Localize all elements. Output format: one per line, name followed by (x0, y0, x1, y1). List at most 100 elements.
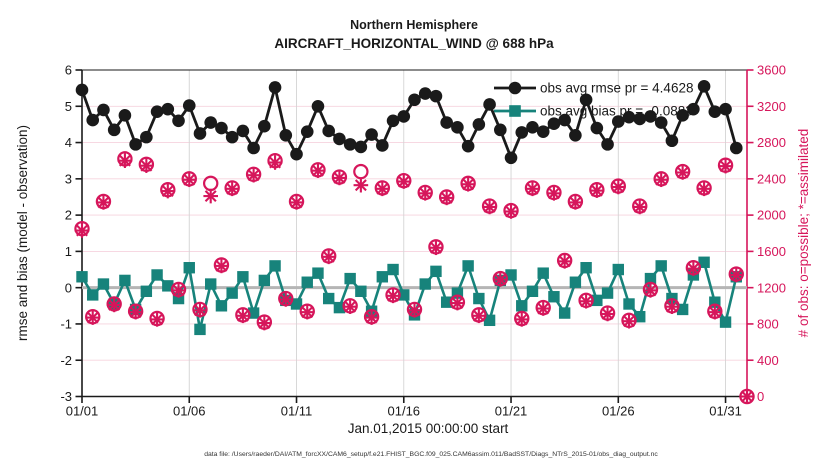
bias-data-point (709, 296, 721, 308)
bias-data-point (419, 278, 431, 290)
svg-text:1: 1 (65, 244, 72, 259)
rmse-data-point (140, 130, 153, 144)
assimilated-asterisk-marker (118, 154, 131, 167)
bias-data-point (483, 314, 496, 327)
svg-text:-2: -2 (60, 353, 72, 368)
bias-data-point (247, 307, 260, 319)
rmse-data-point (322, 124, 335, 138)
rmse-data-point (418, 87, 432, 100)
svg-text:2400: 2400 (757, 171, 786, 186)
assimilated-asterisk-marker (279, 293, 292, 306)
rmse-data-point (515, 126, 529, 139)
rmse-data-point (451, 121, 464, 134)
svg-text:3200: 3200 (757, 99, 786, 114)
rmse-data-point (536, 125, 550, 138)
rmse-data-point (86, 113, 100, 127)
svg-text:1200: 1200 (757, 280, 786, 295)
svg-text:01/06: 01/06 (173, 404, 206, 419)
assimilated-asterisk-marker (76, 224, 88, 237)
svg-text:01/26: 01/26 (602, 404, 635, 419)
rmse-data-point (697, 80, 711, 93)
assimilated-asterisk-marker (397, 175, 410, 188)
svg-text:01/31: 01/31 (709, 404, 742, 419)
bias-data-point (655, 260, 667, 272)
rmse-data-point (461, 139, 475, 153)
assimilated-asterisk-marker (161, 185, 174, 198)
assimilated-asterisk-marker (408, 304, 421, 317)
svg-text:2800: 2800 (757, 135, 786, 150)
assimilated-asterisk-marker (258, 317, 271, 329)
footer-datafile-path: data file: /Users/raeder/DAI/ATM_forcXX/… (204, 451, 658, 458)
assimilated-asterisk-marker (97, 196, 110, 209)
right-axis-label: # of obs: o=possible; *=assimilated (796, 129, 811, 338)
assimilated-asterisk-marker (236, 309, 249, 322)
svg-text:-1: -1 (60, 317, 72, 332)
rmse-data-point (440, 116, 453, 129)
assimilated-asterisk-marker (183, 173, 196, 186)
rmse-data-point (665, 134, 679, 148)
rmse-data-point (150, 105, 164, 119)
assimilated-asterisk-marker (483, 201, 496, 213)
assimilated-asterisk-marker (247, 169, 260, 182)
assimilated-asterisk-marker (612, 181, 625, 193)
bias-data-point (537, 267, 549, 279)
bias-data-point (676, 303, 689, 316)
svg-text:3: 3 (65, 171, 72, 186)
bias-data-point (322, 292, 335, 305)
rmse-data-point (676, 109, 689, 122)
assimilated-asterisk-marker (515, 313, 528, 326)
assimilated-asterisk-marker (655, 173, 668, 186)
bias-data-point (569, 276, 582, 288)
svg-text:6: 6 (65, 63, 72, 78)
rmse-data-point (75, 83, 89, 97)
assimilated-asterisk-marker (108, 298, 121, 311)
bias-data-point (548, 291, 560, 303)
bias-data-point (215, 300, 228, 312)
bias-data-point (376, 271, 389, 283)
legend-bias-marker-icon (509, 105, 521, 117)
rmse-data-point (386, 114, 400, 128)
assimilated-asterisk-marker (708, 306, 721, 319)
assimilated-asterisk-marker (322, 250, 335, 263)
bias-data-point (301, 276, 313, 288)
bias-data-point (162, 280, 174, 292)
assimilated-asterisk-marker (569, 196, 582, 209)
bias-data-point (355, 285, 367, 297)
assimilated-asterisk-marker (547, 187, 560, 200)
bias-data-point (580, 262, 592, 274)
x-axis-label: Jan.01,2015 00:00:00 start (348, 421, 509, 436)
bias-data-point (237, 271, 249, 283)
assimilated-asterisk-marker (462, 178, 475, 191)
svg-text:-3: -3 (60, 389, 72, 404)
chart-title-line2: AIRCRAFT_HORIZONTAL_WIND @ 688 hPa (274, 36, 554, 51)
assimilated-asterisk-marker (451, 297, 464, 310)
rmse-data-point (118, 109, 132, 122)
assimilated-asterisk-marker (290, 196, 303, 209)
assimilated-asterisk-marker (151, 313, 164, 326)
rmse-data-point (483, 98, 496, 111)
assimilated-asterisk-marker (698, 182, 711, 195)
rmse-data-point (622, 110, 636, 124)
assimilated-asterisk-marker (376, 182, 389, 195)
chart-title-line1: Northern Hemisphere (350, 18, 478, 32)
assimilated-asterisk-marker (580, 295, 593, 308)
rmse-data-point (729, 141, 743, 155)
bias-data-point (526, 285, 539, 297)
legend: obs avg rmse pr = 4.4628 obs avg bias pr… (494, 81, 693, 119)
bias-data-point (601, 287, 614, 299)
bias-data-point (634, 310, 646, 323)
bottom-axis-ticks: 01/01 01/06 01/11 01/16 01/21 01/26 01/31 (66, 396, 742, 419)
assimilated-asterisk-marker (215, 259, 228, 272)
assimilated-asterisk-marker (676, 166, 689, 179)
rmse-data-point (279, 129, 293, 142)
assimilated-asterisk-marker (601, 308, 614, 320)
bias-data-point (440, 296, 453, 308)
bias-data-point (516, 300, 528, 312)
assimilated-asterisk-marker (194, 304, 206, 317)
assimilated-asterisk-marker (430, 241, 442, 254)
assimilated-asterisk-marker (494, 273, 507, 286)
rmse-data-point (311, 99, 325, 113)
assimilated-asterisk-marker (590, 184, 603, 197)
rmse-data-point (654, 116, 668, 129)
